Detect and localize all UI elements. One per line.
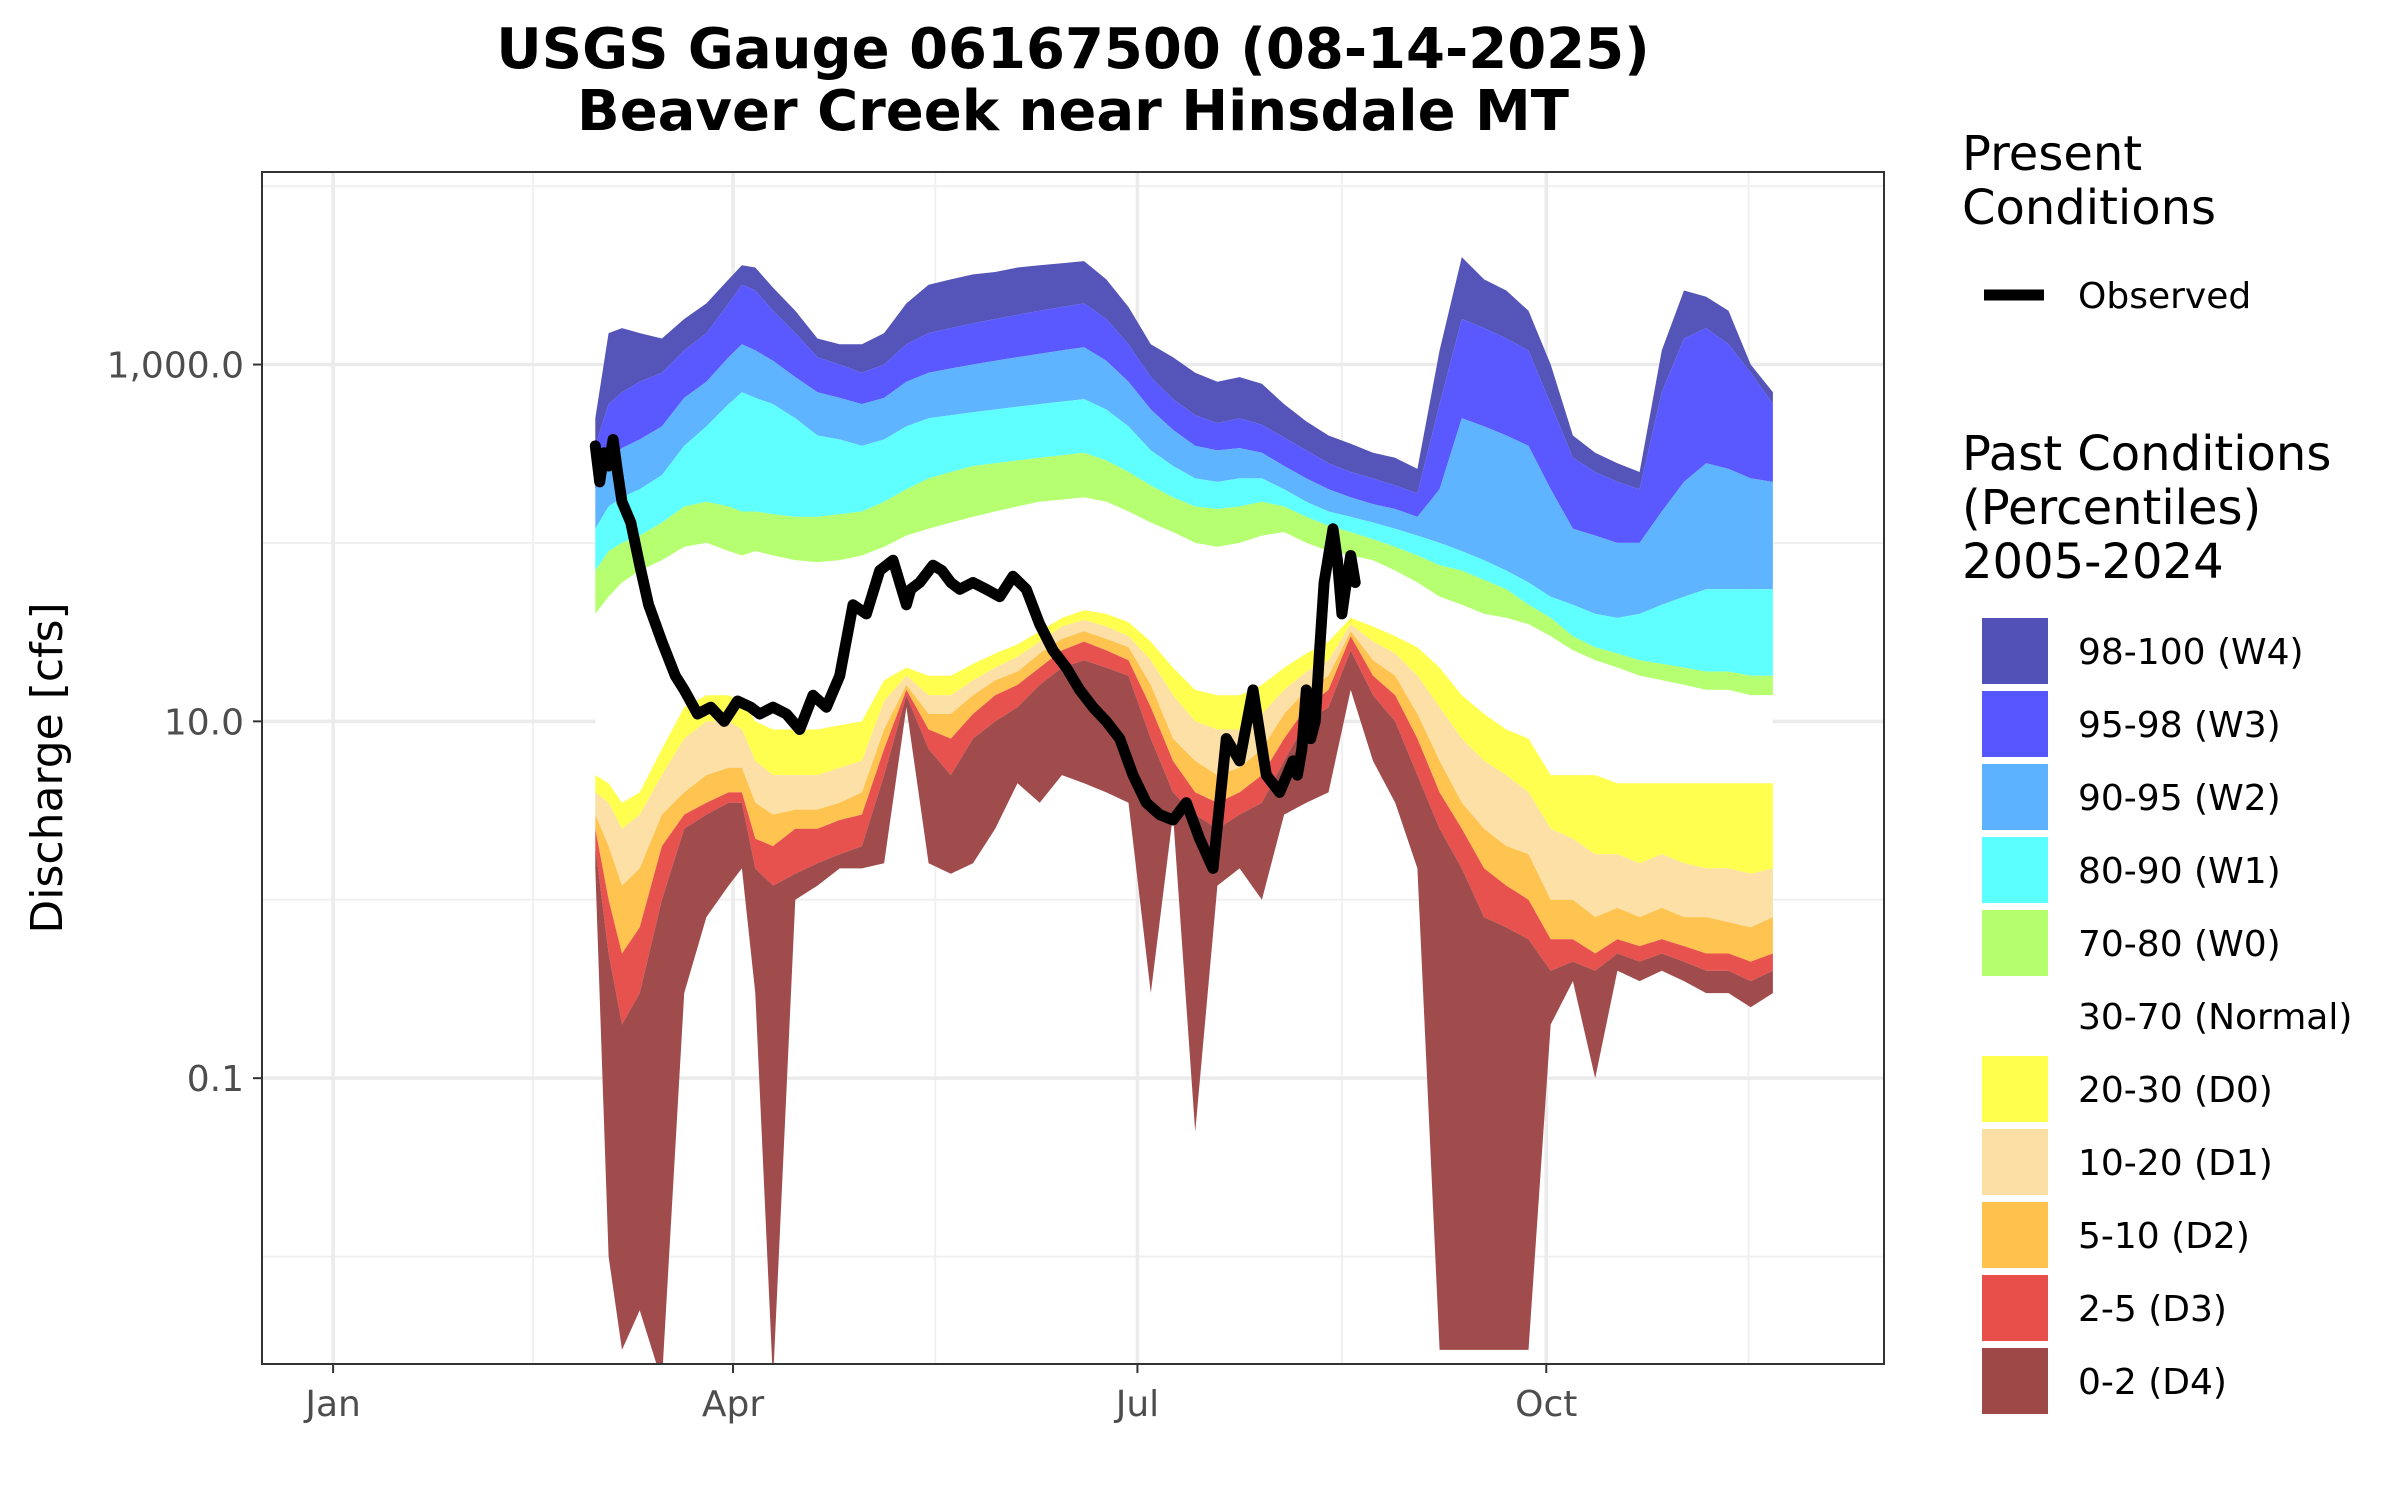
x-tick-label: Apr <box>702 1384 764 1425</box>
legend-swatch-2-5-d3 <box>1982 1275 2048 1341</box>
legend-label-20-30-d0: 20-30 (D0) <box>2078 1070 2273 1111</box>
legend-swatch-10-20-d1 <box>1982 1129 2048 1195</box>
legend-label-observed: Observed <box>2078 276 2251 317</box>
legend-label-30-70-normal: 30-70 (Normal) <box>2078 997 2352 1038</box>
chart-title: USGS Gauge 06167500 (08-14-2025) <box>496 17 1649 82</box>
legend-swatch-30-70-normal <box>1982 983 2048 1049</box>
legend-label-80-90-w1: 80-90 (W1) <box>2078 851 2281 892</box>
legend-swatch-95-98-w3 <box>1982 691 2048 757</box>
legend-label-10-20-d1: 10-20 (D1) <box>2078 1143 2273 1184</box>
legend-swatch-5-10-d2 <box>1982 1202 2048 1268</box>
legend-swatch-70-80-w0 <box>1982 910 2048 976</box>
legend-label-95-98-w3: 95-98 (W3) <box>2078 705 2281 746</box>
y-axis-title: Discharge [cfs] <box>22 602 73 933</box>
legend-swatch-20-30-d0 <box>1982 1056 2048 1122</box>
y-tick-label: 10.0 <box>164 702 244 743</box>
legend-swatch-80-90-w1 <box>1982 837 2048 903</box>
x-tick-label: Jan <box>303 1384 361 1425</box>
chart-subtitle: Beaver Creek near Hinsdale MT <box>577 79 1569 144</box>
legend-swatch-90-95-w2 <box>1982 764 2048 830</box>
legend-label-70-80-w0: 70-80 (W0) <box>2078 924 2281 965</box>
legend-label-5-10-d2: 5-10 (D2) <box>2078 1216 2250 1257</box>
legend-label-0-2-d4: 0-2 (D4) <box>2078 1362 2227 1403</box>
legend-label-98-100-w4: 98-100 (W4) <box>2078 632 2304 673</box>
x-tick-label: Oct <box>1515 1384 1577 1425</box>
legend-label-90-95-w2: 90-95 (W2) <box>2078 778 2281 819</box>
x-tick-label: Jul <box>1114 1384 1159 1425</box>
legend-swatch-0-2-d4 <box>1982 1348 2048 1414</box>
y-tick-label: 1,000.0 <box>107 346 244 387</box>
y-tick-label: 0.1 <box>187 1059 244 1100</box>
legend-swatch-98-100-w4 <box>1982 618 2048 684</box>
legend-label-2-5-d3: 2-5 (D3) <box>2078 1289 2227 1330</box>
